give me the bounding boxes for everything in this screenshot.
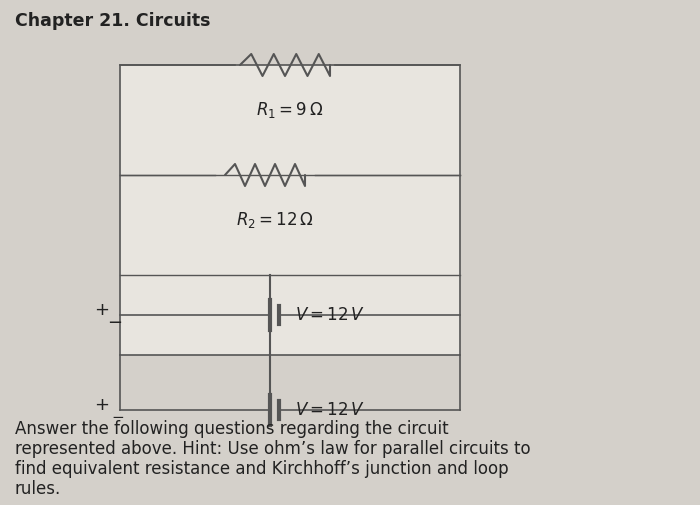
Text: $R_1 = 9\,\Omega$: $R_1 = 9\,\Omega$ <box>256 100 323 120</box>
Text: +: + <box>94 301 109 319</box>
Text: rules.: rules. <box>15 480 62 498</box>
Text: represented above. Hint: Use ohm’s law for parallel circuits to: represented above. Hint: Use ohm’s law f… <box>15 440 531 458</box>
Bar <box>120 65 460 355</box>
Text: −: − <box>107 314 122 332</box>
Text: $V= 12\,V$: $V= 12\,V$ <box>295 306 365 324</box>
Text: Chapter 21. Circuits: Chapter 21. Circuits <box>15 12 211 30</box>
Text: −: − <box>111 411 125 426</box>
Text: $R_2 = 12\,\Omega$: $R_2 = 12\,\Omega$ <box>236 210 314 230</box>
Text: +: + <box>94 396 109 414</box>
Text: Answer the following questions regarding the circuit: Answer the following questions regarding… <box>15 420 449 438</box>
Text: find equivalent resistance and Kirchhoff’s junction and loop: find equivalent resistance and Kirchhoff… <box>15 460 509 478</box>
Text: $V= 12\,V$: $V= 12\,V$ <box>295 401 365 419</box>
